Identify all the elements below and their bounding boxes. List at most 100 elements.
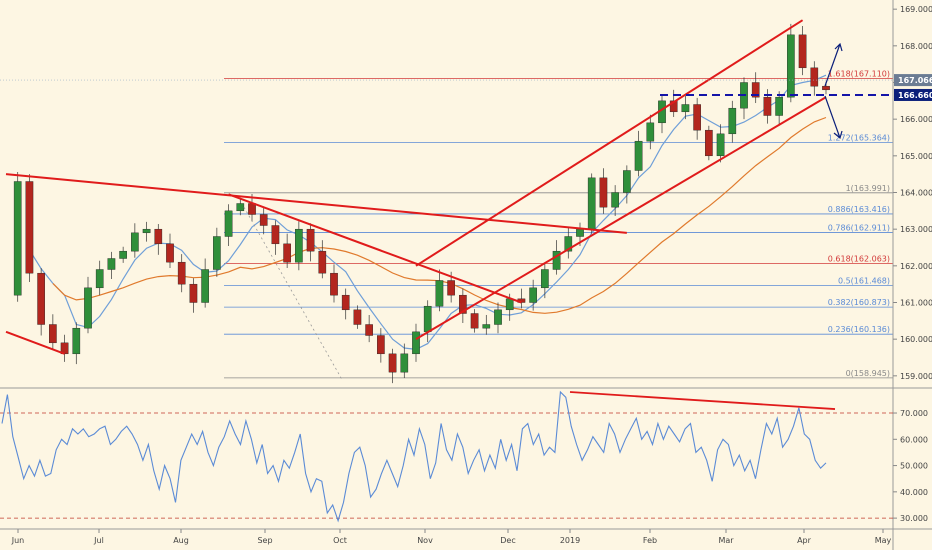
fib-level-label: 0.886(163.416) bbox=[828, 205, 890, 214]
fib-level-label: 0.382(160.873) bbox=[828, 298, 890, 307]
candle-body bbox=[482, 324, 491, 329]
candle-body bbox=[705, 129, 713, 157]
candle-body bbox=[810, 67, 819, 87]
candle-body bbox=[751, 82, 760, 98]
candle-body bbox=[95, 269, 104, 289]
time-tick-label: May bbox=[875, 536, 892, 545]
candle-body bbox=[201, 269, 209, 303]
time-axis: Jun Jul Aug Sep Oct Nov Dec 2019 Feb Mar Apr May bbox=[11, 529, 892, 545]
price-tick-label: 160.000 bbox=[900, 335, 932, 344]
candle-body bbox=[599, 177, 608, 208]
time-tick-label: Mar bbox=[718, 536, 734, 545]
trendlines bbox=[5, 19, 893, 380]
candle-body bbox=[49, 324, 57, 344]
candle-body bbox=[728, 107, 737, 135]
candle-body bbox=[131, 232, 139, 252]
time-tick-label: Dec bbox=[500, 536, 515, 545]
time-tick-label: Apr bbox=[797, 536, 812, 545]
time-tick-label: Feb bbox=[643, 536, 657, 545]
candle-body bbox=[435, 280, 444, 307]
candle-body bbox=[189, 283, 198, 303]
price-label-box bbox=[894, 74, 932, 87]
rsi-tick-label: 60.000 bbox=[900, 435, 928, 444]
candle-body bbox=[470, 313, 479, 329]
candle-body bbox=[787, 34, 795, 98]
candle-body bbox=[107, 258, 116, 270]
candle-body bbox=[447, 280, 455, 296]
candle-body bbox=[177, 261, 186, 285]
candle-body bbox=[541, 269, 549, 289]
time-tick-label: Jun bbox=[11, 536, 25, 545]
price-tick-label: 165.000 bbox=[900, 152, 932, 161]
candle-body bbox=[283, 243, 291, 263]
price-tick-label: 162.000 bbox=[900, 262, 932, 271]
time-tick-label: Sep bbox=[257, 536, 272, 545]
rsi-panel: 70.000 60.000 50.000 40.000 30.000 bbox=[0, 390, 928, 523]
price-tick-label: 166.000 bbox=[900, 115, 932, 124]
candle-body bbox=[213, 236, 221, 270]
candle-body bbox=[318, 250, 327, 274]
candle-body bbox=[693, 104, 701, 131]
candle-body bbox=[716, 133, 725, 157]
candle-body bbox=[25, 181, 34, 274]
fib-level-label: 0.618(162.063) bbox=[828, 255, 890, 264]
candle-body bbox=[353, 309, 362, 325]
channel-upper-line bbox=[415, 19, 804, 267]
price-label-text: 166.660 bbox=[898, 91, 932, 100]
candle-body bbox=[259, 214, 268, 226]
price-label-text: 167.066 bbox=[898, 76, 932, 85]
candle-body bbox=[306, 228, 315, 252]
price-tick-label: 168.000 bbox=[900, 42, 932, 51]
candle-body bbox=[142, 228, 151, 234]
candle-body bbox=[377, 335, 385, 355]
candle-body bbox=[669, 100, 678, 113]
candle-body bbox=[423, 305, 432, 333]
price-tick-label: 164.000 bbox=[900, 189, 932, 198]
candle-body bbox=[295, 228, 303, 263]
candle-body bbox=[505, 298, 514, 311]
candle-body bbox=[822, 85, 830, 91]
candle-body bbox=[119, 250, 127, 259]
candle-body bbox=[388, 353, 397, 373]
candle-body bbox=[775, 96, 783, 116]
trendline-descending-long bbox=[5, 173, 627, 234]
channel-lower-line bbox=[415, 96, 827, 341]
rsi-tick-label: 50.000 bbox=[900, 462, 928, 471]
time-tick-label: 2019 bbox=[560, 536, 580, 545]
fib-level-label: 1(163.991) bbox=[846, 184, 890, 193]
candle-body bbox=[646, 122, 655, 142]
candle-body bbox=[154, 228, 163, 245]
candle-body bbox=[365, 324, 373, 336]
fib-level-label: 1.618(167.110) bbox=[828, 69, 890, 78]
candle-body bbox=[236, 203, 245, 212]
price-tick-label: 169.000 bbox=[900, 5, 932, 14]
candle-body bbox=[37, 272, 45, 325]
arrow-down-scenario bbox=[824, 95, 843, 140]
rsi-divergence-trendline bbox=[569, 391, 836, 410]
fib-level-label: 0(158.945) bbox=[846, 369, 890, 378]
candle-body bbox=[576, 228, 584, 237]
candle-body bbox=[798, 34, 807, 69]
candle-body bbox=[623, 170, 631, 193]
candles bbox=[13, 23, 830, 384]
arrow-up-scenario bbox=[824, 42, 843, 87]
candle-body bbox=[412, 331, 420, 355]
rsi-tick-label: 30.000 bbox=[900, 514, 928, 523]
time-tick-label: Aug bbox=[173, 536, 189, 545]
candle-body bbox=[459, 294, 467, 314]
price-tick-label: 161.000 bbox=[900, 299, 932, 308]
fib-level-label: 0.5(161.468) bbox=[838, 276, 890, 285]
ma-fast-line bbox=[28, 74, 827, 351]
time-tick-label: Nov bbox=[417, 536, 433, 545]
candle-body bbox=[248, 203, 256, 215]
candle-body bbox=[166, 243, 174, 263]
trendline-left-lower bbox=[5, 330, 65, 355]
candle-body bbox=[611, 192, 619, 208]
price-tick-label: 163.000 bbox=[900, 225, 932, 234]
candle-body bbox=[271, 225, 280, 245]
rsi-line bbox=[1, 390, 827, 523]
time-tick-label: Jul bbox=[93, 536, 104, 545]
candle-body bbox=[330, 272, 338, 296]
